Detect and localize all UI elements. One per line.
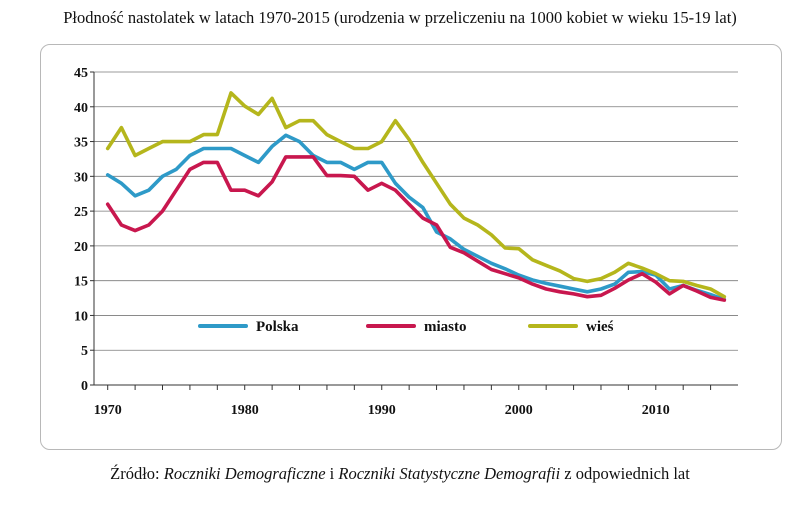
legend-label-1: Polska <box>256 319 299 335</box>
chart-title: Płodność nastolatek w latach 1970-2015 (… <box>63 8 737 27</box>
legend-label-3: wieś <box>586 319 614 335</box>
source-suffix: z odpowiednich lat <box>560 464 690 483</box>
y-tick-label-30: 30 <box>74 170 88 185</box>
chart-frame <box>40 44 782 450</box>
x-tick-labels: 1970 1980 1990 2000 2010 <box>94 403 670 418</box>
source-mid: i <box>325 464 339 483</box>
y-tick-label-15: 15 <box>74 275 88 290</box>
axes <box>90 71 738 390</box>
y-tick-label-40: 40 <box>74 101 88 116</box>
x-tick-label-1970: 1970 <box>94 403 122 418</box>
series-line-1 <box>105 133 727 302</box>
y-tick-label-20: 20 <box>74 240 88 255</box>
y-tick-label-25: 25 <box>74 205 88 220</box>
gridlines <box>94 71 738 351</box>
source-note: Źródło: Roczniki Demograficzne i Rocznik… <box>0 464 800 484</box>
y-tick-label-10: 10 <box>74 309 88 324</box>
y-tick-label-5: 5 <box>81 344 88 359</box>
x-tick-label-2010: 2010 <box>642 403 670 418</box>
y-tick-label-45: 45 <box>74 66 88 81</box>
legend: Polska miasto wieś <box>198 319 614 335</box>
source-title-2: Roczniki Statystyczne Demografii <box>338 464 561 483</box>
source-prefix: Źródło: <box>110 464 164 483</box>
legend-label-2: miasto <box>424 319 467 335</box>
x-tick-label-2000: 2000 <box>505 403 533 418</box>
x-tick-label-1990: 1990 <box>368 403 396 418</box>
series-line-2 <box>105 155 727 302</box>
source-title-1: Roczniki Demograficzne <box>163 464 326 483</box>
x-tick-label-1980: 1980 <box>231 403 259 418</box>
y-tick-labels: 0 5 10 15 20 25 30 35 40 45 <box>74 66 88 394</box>
series-lines <box>105 91 727 302</box>
y-tick-label-0: 0 <box>81 379 88 394</box>
series-line-3 <box>105 91 727 299</box>
y-tick-label-35: 35 <box>74 136 88 151</box>
